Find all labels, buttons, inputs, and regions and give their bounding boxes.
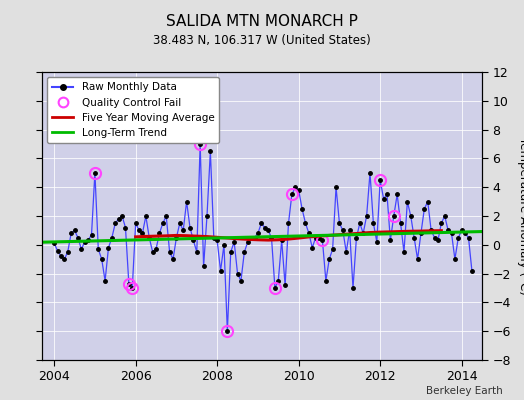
Text: Berkeley Earth: Berkeley Earth <box>427 386 503 396</box>
Text: 38.483 N, 106.317 W (United States): 38.483 N, 106.317 W (United States) <box>153 34 371 47</box>
Y-axis label: Temperature Anomaly (°C): Temperature Anomaly (°C) <box>517 137 524 295</box>
Legend: Raw Monthly Data, Quality Control Fail, Five Year Moving Average, Long-Term Tren: Raw Monthly Data, Quality Control Fail, … <box>47 77 220 143</box>
Text: SALIDA MTN MONARCH P: SALIDA MTN MONARCH P <box>166 14 358 29</box>
